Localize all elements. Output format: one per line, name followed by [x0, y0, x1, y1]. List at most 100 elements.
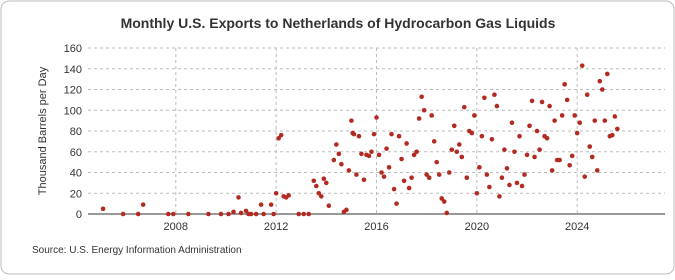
y-tick-label: 40: [70, 168, 82, 180]
point: [489, 137, 495, 142]
point: [564, 97, 570, 103]
point: [226, 211, 231, 217]
point: [306, 211, 312, 217]
point: [532, 154, 537, 160]
point: [426, 175, 432, 180]
x-tick-label: 2008: [164, 221, 188, 233]
y-tick-label: 120: [64, 85, 82, 97]
point: [474, 190, 480, 196]
point: [594, 168, 600, 173]
point: [359, 151, 364, 157]
point: [462, 104, 467, 110]
point: [429, 113, 434, 118]
point: [559, 113, 565, 118]
point: [446, 170, 452, 175]
point: [544, 135, 550, 141]
point: [534, 128, 540, 134]
point: [273, 190, 279, 196]
point: [524, 152, 530, 158]
point: [253, 211, 259, 217]
point: [519, 183, 525, 189]
point: [389, 131, 394, 137]
point: [582, 174, 588, 179]
point: [512, 149, 517, 155]
point: [454, 149, 460, 155]
point: [354, 172, 359, 177]
point: [409, 175, 414, 180]
point: [331, 157, 337, 163]
point: [336, 151, 342, 157]
point: [562, 82, 567, 87]
point: [371, 131, 377, 137]
point: [421, 107, 427, 113]
point: [509, 120, 515, 125]
point: [140, 202, 146, 207]
point: [441, 199, 447, 204]
point: [416, 116, 422, 121]
point: [238, 210, 244, 216]
point: [537, 147, 542, 152]
point: [135, 211, 141, 217]
point: [218, 211, 224, 217]
point: [379, 170, 384, 175]
x-tick-label: 2016: [364, 221, 388, 233]
point: [527, 123, 532, 129]
point: [431, 139, 437, 144]
point: [120, 211, 126, 217]
point: [522, 172, 527, 177]
point: [346, 168, 352, 173]
point: [366, 153, 372, 159]
point: [612, 114, 618, 119]
point: [278, 132, 284, 138]
point: [539, 99, 545, 105]
point: [374, 115, 379, 120]
point: [414, 149, 419, 155]
point: [324, 180, 329, 186]
y-tick-label: 160: [64, 43, 82, 55]
point: [589, 154, 595, 160]
point: [487, 184, 492, 190]
point: [349, 118, 354, 123]
point: [579, 63, 585, 68]
point: [248, 211, 254, 217]
point: [319, 194, 324, 199]
point: [351, 131, 357, 137]
point: [344, 207, 349, 213]
point: [504, 166, 510, 171]
point: [356, 133, 362, 139]
point: [276, 135, 281, 141]
point: [574, 130, 580, 136]
point: [311, 178, 317, 184]
point: [482, 95, 487, 101]
y-tick-label: 80: [70, 126, 82, 138]
point: [401, 178, 407, 184]
point: [436, 172, 442, 177]
point: [472, 113, 477, 118]
point: [236, 195, 241, 200]
point: [502, 147, 507, 152]
point: [492, 92, 497, 97]
point: [186, 211, 191, 217]
source: Source: U.S. Energy Information Administ…: [32, 245, 242, 256]
point: [268, 202, 274, 207]
point: [569, 153, 575, 159]
point: [464, 175, 470, 180]
y-tick-label: 140: [64, 64, 82, 76]
point: [391, 186, 397, 192]
y-tick-label: 100: [64, 105, 82, 117]
y-tick-label: 0: [76, 209, 82, 221]
point: [577, 120, 583, 125]
point: [231, 209, 236, 215]
point: [494, 103, 500, 109]
x-tick-label: 2020: [465, 221, 489, 233]
point: [517, 133, 522, 139]
point: [514, 180, 520, 186]
point: [497, 194, 502, 199]
point: [384, 146, 389, 151]
point: [451, 123, 457, 129]
point: [321, 176, 327, 182]
point: [404, 141, 409, 146]
point: [261, 211, 266, 217]
point: [584, 92, 590, 97]
point: [313, 183, 319, 189]
